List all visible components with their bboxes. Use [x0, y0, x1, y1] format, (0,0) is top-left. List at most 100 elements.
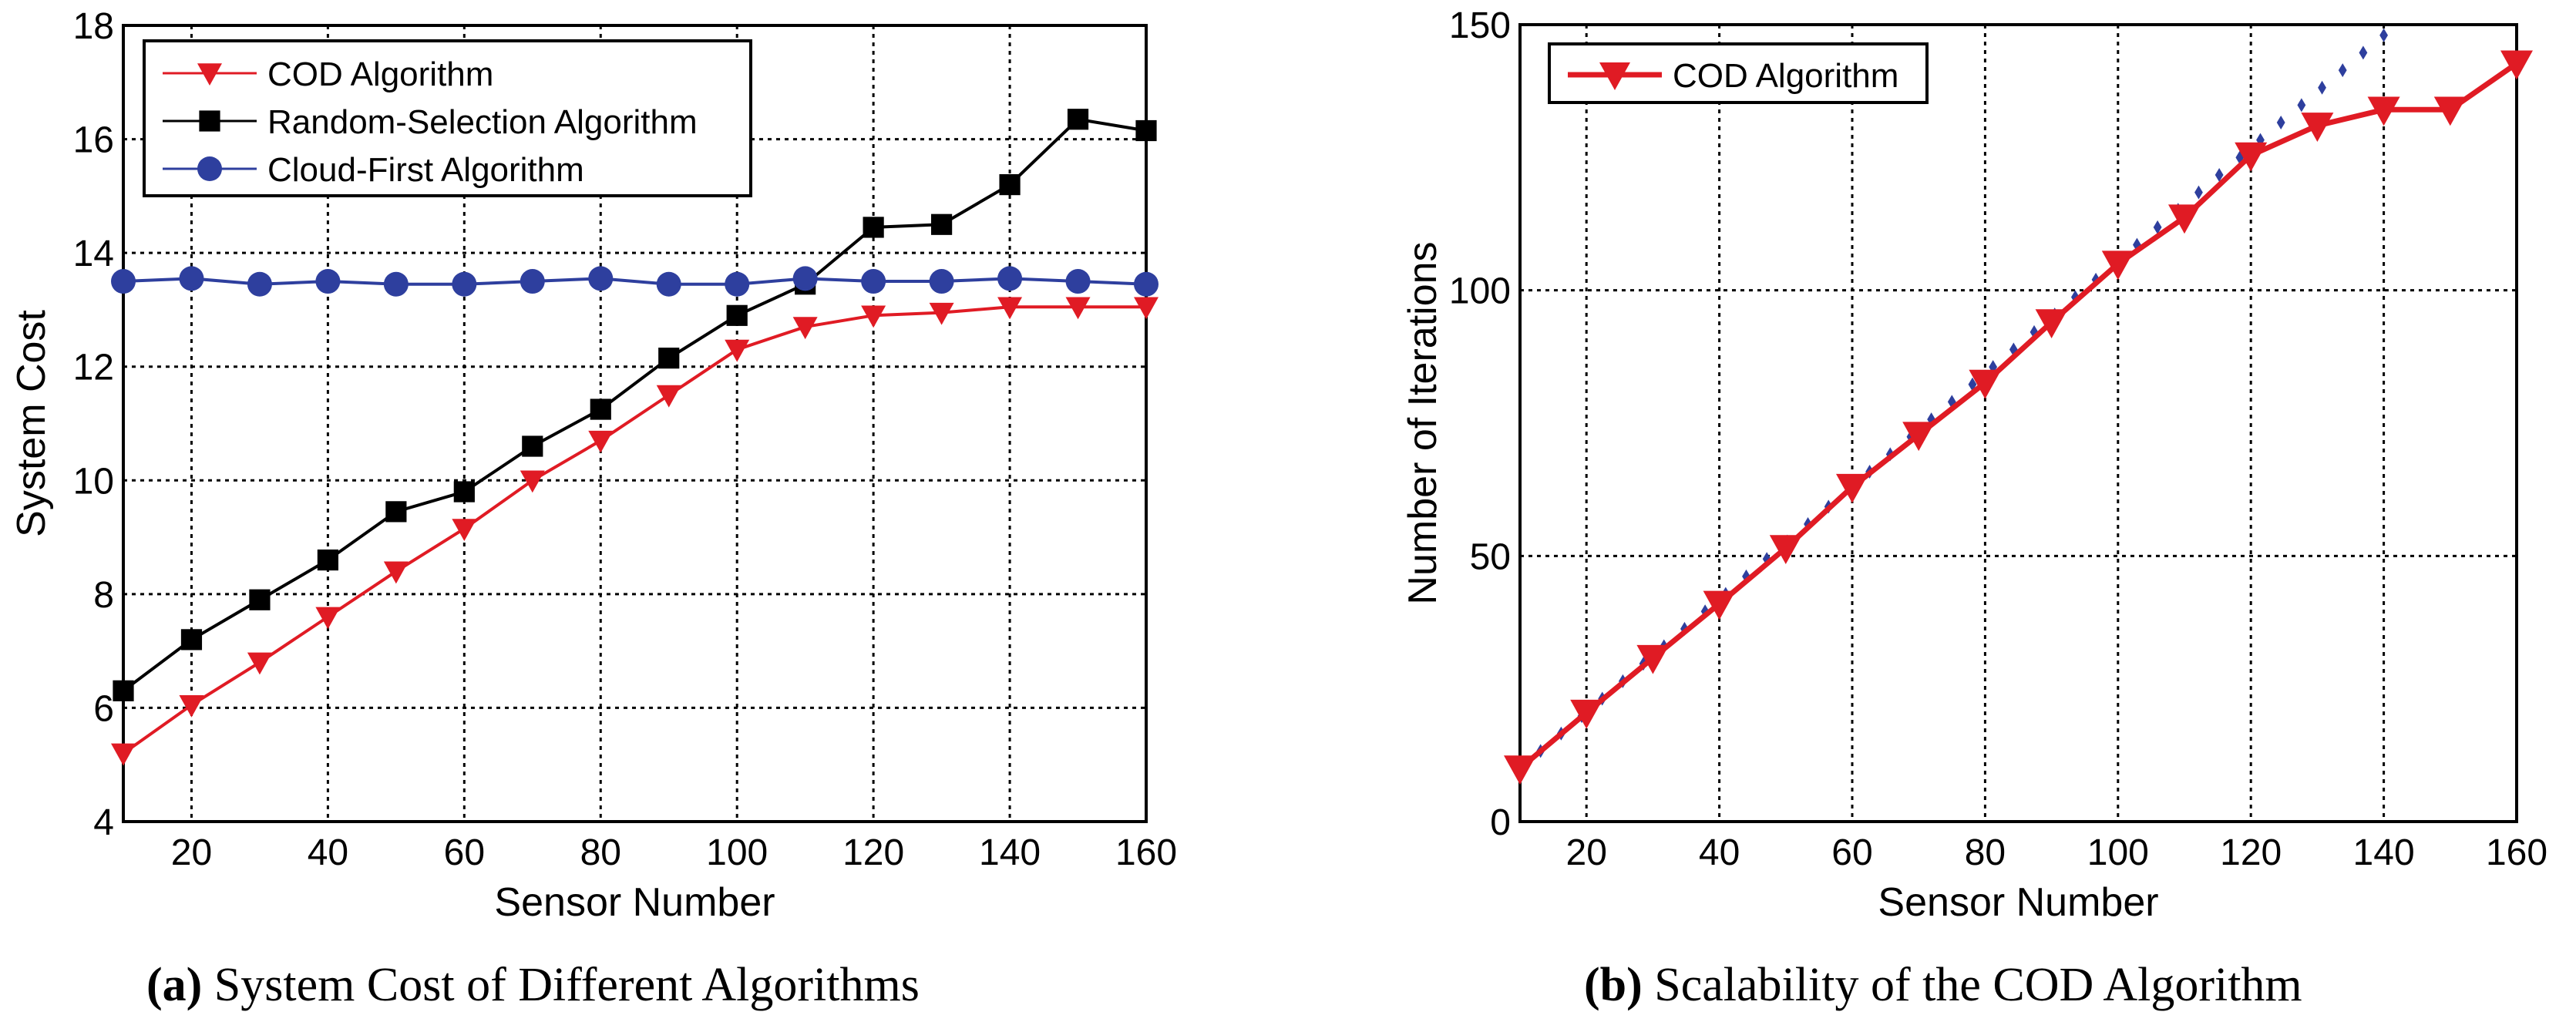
data-point: [1836, 473, 1868, 503]
series-line: [123, 277, 1147, 286]
legend-marker: [199, 110, 220, 132]
chart-2: 20 40 60 80 100 120 140 160 0 50 100 150 Sensor Numb…: [1401, 5, 2547, 925]
data-point: [2433, 96, 2467, 126]
data-point: [385, 501, 407, 523]
data-point: [792, 317, 818, 340]
data-point: [383, 561, 409, 584]
data-point: [1636, 644, 1670, 674]
data-point: [590, 398, 611, 420]
x-tick-label: 160: [2486, 832, 2547, 873]
x-tick-label: 40: [1699, 832, 1740, 873]
data-point: [2500, 50, 2533, 80]
x-tick-label: 80: [1965, 832, 2006, 873]
legend-marker: [1599, 62, 1630, 90]
data-point: [861, 305, 886, 328]
data-point: [997, 266, 1023, 291]
legend-marker: [197, 63, 222, 86]
data-point: [1067, 109, 1089, 130]
data-point: [1134, 271, 1159, 297]
data-point: [929, 302, 954, 325]
trend-point: [2359, 45, 2368, 60]
y-tick-label: 0: [1490, 802, 1511, 843]
data-point: [180, 629, 203, 650]
x-tick-label: 120: [2220, 832, 2282, 873]
data-point: [1769, 535, 1802, 564]
data-point: [383, 271, 409, 297]
x-tick-label: 60: [1831, 832, 1872, 873]
data-point: [726, 304, 748, 326]
x-tick-label: 20: [1566, 832, 1607, 873]
y-tick-label: 4: [93, 802, 114, 843]
data-point: [113, 680, 134, 701]
y-tick-label: 8: [93, 575, 114, 616]
x-tick-label: 140: [2353, 832, 2415, 873]
caption-a-letter: (a): [146, 959, 203, 1011]
caption-b-text: Scalability of the COD Algorithm: [1654, 959, 2302, 1011]
trend-point: [2153, 220, 2162, 234]
data-point: [1504, 755, 1536, 785]
data-point: [315, 269, 341, 294]
x-tick-label: 120: [842, 832, 904, 873]
legend: COD Algorithm Random-Selection Algorithm C…: [143, 39, 752, 197]
data-point: [2367, 96, 2400, 126]
legend-label: COD Algorithm: [267, 55, 493, 93]
data-point: [999, 174, 1021, 196]
data-point: [1902, 422, 1935, 452]
data-point: [247, 652, 272, 675]
data-point: [317, 549, 338, 571]
legend-label: Cloud-First Algorithm: [267, 151, 584, 189]
trend-point: [2194, 185, 2203, 200]
data-point: [2101, 250, 2134, 281]
y-axis-label: Number of Iterations: [1401, 241, 1445, 604]
trend-point: [2379, 28, 2388, 42]
y-tick-label: 100: [1449, 271, 1511, 312]
caption-b: (b) Scalability of the COD Algorithm: [1584, 957, 2302, 1013]
plot-frame: [122, 24, 1148, 823]
trend-point: [2214, 167, 2224, 182]
legend-label: COD Algorithm: [1673, 57, 1898, 95]
x-tick-label: 160: [1115, 832, 1177, 873]
data-point: [863, 217, 884, 238]
trend-point: [2338, 63, 2347, 78]
x-tick-label: 60: [444, 832, 485, 873]
data-point: [315, 607, 341, 630]
caption-a: (a) System Cost of Different Algorithms: [146, 957, 920, 1013]
y-tick-label: 18: [73, 6, 114, 47]
data-point: [452, 519, 477, 542]
y-tick-label: 50: [1470, 536, 1511, 577]
data-point: [929, 269, 954, 294]
data-point: [792, 266, 818, 291]
data-point: [931, 213, 953, 235]
y-tick-label: 16: [73, 120, 114, 161]
y-tick-label: 12: [73, 348, 114, 388]
data-point: [249, 589, 271, 610]
data-point: [453, 481, 475, 503]
x-tick-label: 100: [706, 832, 768, 873]
y-tick-label: 6: [93, 688, 114, 729]
data-point: [520, 269, 545, 294]
data-point: [2235, 142, 2268, 172]
data-point: [179, 694, 204, 718]
data-point: [111, 269, 136, 294]
x-tick-label: 80: [580, 832, 621, 873]
x-tick-label: 40: [308, 832, 348, 873]
x-tick-label: 140: [979, 832, 1041, 873]
trend-point: [2235, 150, 2245, 165]
data-point: [1135, 119, 1157, 142]
data-point: [656, 385, 681, 408]
series-cod-algorithm: [1504, 50, 2533, 785]
x-axis-label: Sensor Number: [494, 880, 775, 925]
trend-point: [2276, 116, 2285, 130]
plot-frame: [1518, 23, 2518, 823]
series-line: [122, 305, 1146, 755]
series-cloud-first-algorithm: [111, 266, 1159, 297]
data-point: [2301, 113, 2334, 142]
data-point: [725, 339, 750, 362]
caption-b-letter: (b): [1584, 959, 1643, 1011]
trend-point: [2297, 98, 2306, 113]
data-point: [1065, 297, 1091, 320]
legend-label: Random-Selection Algorithm: [267, 103, 698, 141]
data-point: [1570, 699, 1603, 729]
data-point: [1969, 369, 2002, 399]
data-point: [247, 271, 272, 297]
